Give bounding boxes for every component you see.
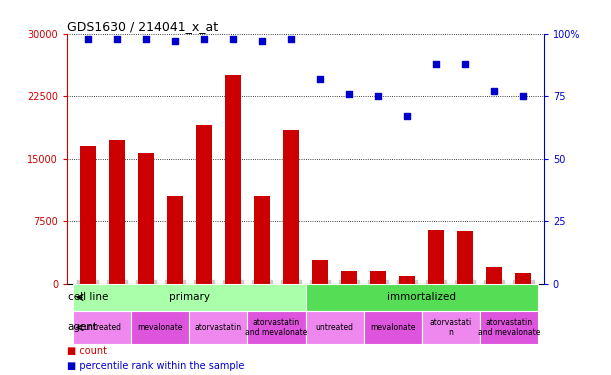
- Bar: [306, 311, 364, 344]
- Text: atorvastatin
and mevalonate: atorvastatin and mevalonate: [478, 318, 540, 337]
- Text: ■ percentile rank within the sample: ■ percentile rank within the sample: [67, 361, 244, 371]
- Text: mevalonate: mevalonate: [137, 323, 183, 332]
- Point: [141, 36, 150, 42]
- Bar: [516, 273, 532, 284]
- Text: GDS1630 / 214041_x_at: GDS1630 / 214041_x_at: [67, 20, 218, 33]
- Point: [199, 36, 209, 42]
- Point: [82, 36, 92, 42]
- Bar: [73, 284, 306, 311]
- Text: primary: primary: [169, 292, 210, 302]
- Point: [373, 93, 383, 99]
- Bar: [341, 271, 357, 284]
- Point: [257, 38, 267, 44]
- Bar: [428, 230, 444, 284]
- Bar: [109, 140, 125, 284]
- Bar: [458, 231, 474, 284]
- Bar: [131, 311, 189, 344]
- Bar: [422, 311, 480, 344]
- Bar: [254, 196, 270, 284]
- Bar: [79, 146, 95, 284]
- Text: cell line: cell line: [68, 292, 108, 302]
- Bar: [370, 271, 386, 284]
- Bar: [486, 267, 502, 284]
- Text: atorvastatin
and mevalonate: atorvastatin and mevalonate: [245, 318, 307, 337]
- Point: [461, 61, 470, 67]
- Bar: [73, 311, 131, 344]
- Bar: [137, 153, 153, 284]
- Bar: [480, 311, 538, 344]
- Point: [170, 38, 180, 44]
- Bar: [312, 260, 328, 284]
- Text: atorvastati
n: atorvastati n: [430, 318, 472, 337]
- Bar: [196, 125, 212, 284]
- Point: [344, 91, 354, 97]
- Point: [286, 36, 296, 42]
- Point: [402, 113, 412, 119]
- Point: [112, 36, 122, 42]
- Text: untreated: untreated: [315, 323, 354, 332]
- Text: immortalized: immortalized: [387, 292, 456, 302]
- Point: [228, 36, 238, 42]
- Text: untreated: untreated: [83, 323, 121, 332]
- Text: agent: agent: [68, 322, 98, 333]
- Bar: [247, 311, 306, 344]
- Point: [489, 88, 499, 94]
- Bar: [399, 276, 415, 284]
- Bar: [189, 311, 247, 344]
- Point: [519, 93, 529, 99]
- Point: [431, 61, 441, 67]
- Text: mevalonate: mevalonate: [370, 323, 415, 332]
- Text: ■ count: ■ count: [67, 346, 107, 356]
- Point: [315, 76, 325, 82]
- Text: atorvastatin: atorvastatin: [195, 323, 242, 332]
- Bar: [167, 196, 183, 284]
- Bar: [225, 75, 241, 284]
- Bar: [306, 284, 538, 311]
- Bar: [364, 311, 422, 344]
- Bar: [283, 130, 299, 284]
